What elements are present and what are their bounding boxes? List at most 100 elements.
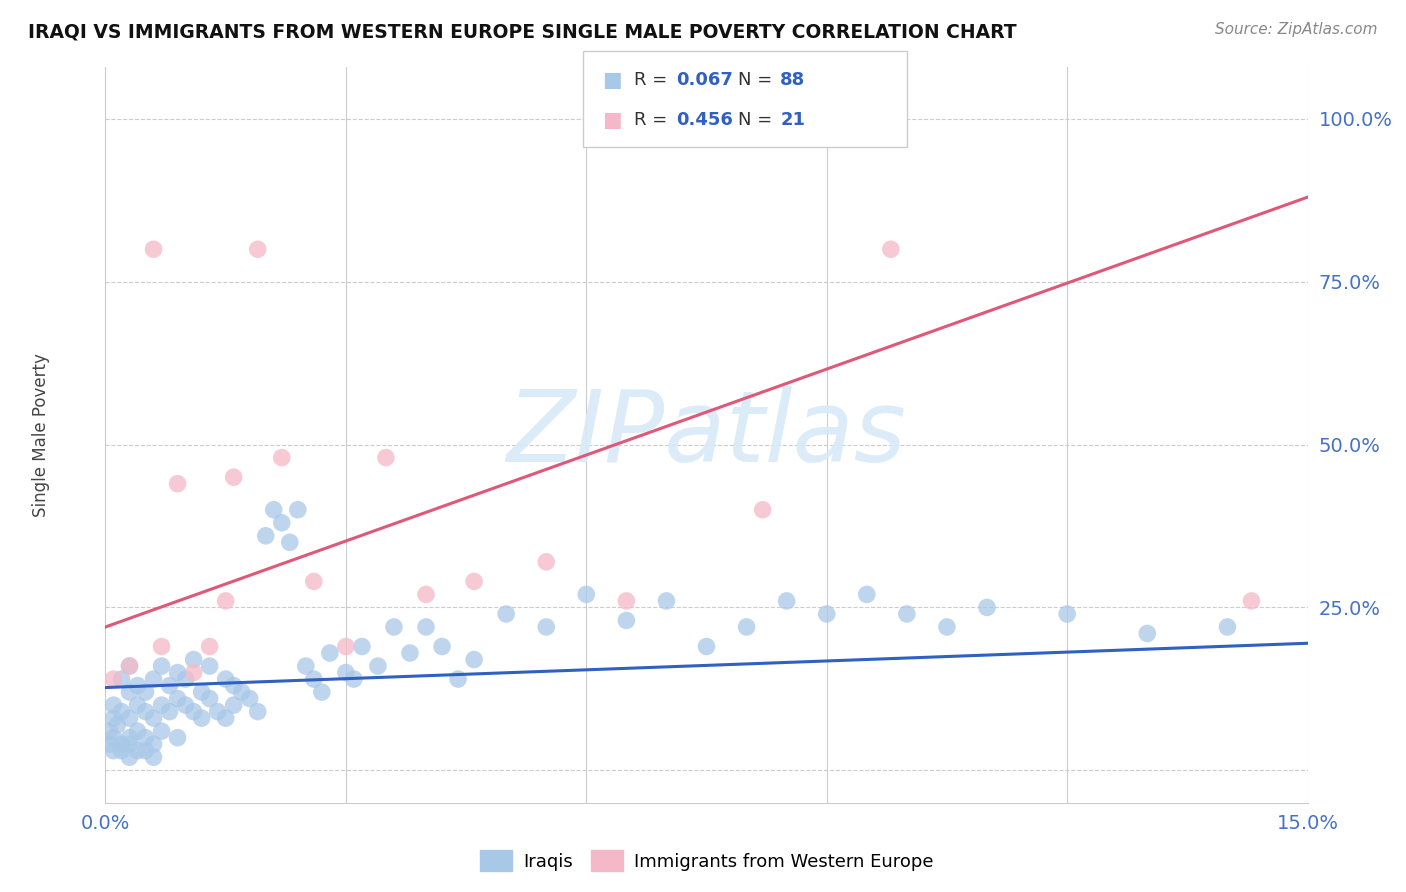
Point bbox=[1056, 607, 1078, 621]
Point bbox=[142, 242, 165, 256]
Point bbox=[118, 659, 141, 673]
Point bbox=[222, 679, 245, 693]
Point bbox=[142, 672, 165, 686]
Point bbox=[118, 659, 141, 673]
Point bbox=[103, 731, 125, 745]
Point bbox=[270, 450, 292, 465]
Point bbox=[311, 685, 333, 699]
Text: ■: ■ bbox=[602, 70, 621, 90]
Point bbox=[896, 607, 918, 621]
Point bbox=[534, 555, 557, 569]
Point bbox=[1240, 594, 1263, 608]
Point bbox=[270, 516, 292, 530]
Text: IRAQI VS IMMIGRANTS FROM WESTERN EUROPE SINGLE MALE POVERTY CORRELATION CHART: IRAQI VS IMMIGRANTS FROM WESTERN EUROPE … bbox=[28, 22, 1017, 41]
Point bbox=[616, 594, 638, 608]
Point bbox=[166, 691, 188, 706]
Point bbox=[415, 620, 437, 634]
Point bbox=[150, 640, 173, 654]
Legend: Iraqis, Immigrants from Western Europe: Iraqis, Immigrants from Western Europe bbox=[472, 843, 941, 879]
Point bbox=[135, 685, 157, 699]
Point bbox=[127, 724, 149, 739]
Point bbox=[142, 750, 165, 764]
Point bbox=[135, 744, 157, 758]
Point bbox=[815, 607, 838, 621]
Text: 88: 88 bbox=[780, 71, 806, 89]
Point bbox=[150, 698, 173, 712]
Point bbox=[287, 502, 309, 516]
Point bbox=[198, 691, 221, 706]
Text: 0.456: 0.456 bbox=[676, 112, 733, 129]
Point bbox=[335, 640, 357, 654]
Text: 0.067: 0.067 bbox=[676, 71, 733, 89]
Point bbox=[350, 640, 373, 654]
Point bbox=[295, 659, 318, 673]
Point bbox=[127, 698, 149, 712]
Point bbox=[118, 737, 141, 751]
Y-axis label: Single Male Poverty: Single Male Poverty bbox=[32, 353, 49, 516]
Point bbox=[855, 587, 877, 601]
Point bbox=[135, 705, 157, 719]
Point bbox=[118, 750, 141, 764]
Point bbox=[198, 640, 221, 654]
Point bbox=[463, 574, 485, 589]
Point bbox=[231, 685, 253, 699]
Point bbox=[107, 717, 129, 731]
Point bbox=[135, 731, 157, 745]
Point bbox=[110, 672, 132, 686]
Point bbox=[222, 470, 245, 484]
Text: N =: N = bbox=[738, 112, 778, 129]
Point bbox=[254, 529, 277, 543]
Point bbox=[302, 672, 325, 686]
Point bbox=[103, 672, 125, 686]
Point bbox=[263, 502, 285, 516]
Point bbox=[447, 672, 470, 686]
Point bbox=[118, 685, 141, 699]
Point bbox=[1136, 626, 1159, 640]
Point bbox=[495, 607, 517, 621]
Point bbox=[399, 646, 422, 660]
Point bbox=[463, 652, 485, 666]
Point bbox=[118, 731, 141, 745]
Point bbox=[335, 665, 357, 680]
Text: R =: R = bbox=[634, 112, 673, 129]
Point bbox=[183, 652, 205, 666]
Point bbox=[103, 744, 125, 758]
Point bbox=[246, 242, 269, 256]
Point bbox=[166, 731, 188, 745]
Text: 21: 21 bbox=[780, 112, 806, 129]
Point bbox=[166, 476, 188, 491]
Point bbox=[118, 711, 141, 725]
Point bbox=[110, 744, 132, 758]
Point bbox=[127, 679, 149, 693]
Point bbox=[534, 620, 557, 634]
Point bbox=[616, 614, 638, 628]
Point bbox=[367, 659, 389, 673]
Point bbox=[142, 711, 165, 725]
Point bbox=[198, 659, 221, 673]
Point bbox=[214, 672, 236, 686]
Point bbox=[214, 711, 236, 725]
Point bbox=[936, 620, 959, 634]
Point bbox=[776, 594, 799, 608]
Point bbox=[302, 574, 325, 589]
Point bbox=[696, 640, 718, 654]
Point bbox=[976, 600, 998, 615]
Point bbox=[239, 691, 262, 706]
Point bbox=[150, 724, 173, 739]
Point bbox=[880, 242, 903, 256]
Text: ZIPatlas: ZIPatlas bbox=[506, 386, 907, 483]
Point bbox=[142, 737, 165, 751]
Point bbox=[1216, 620, 1239, 634]
Point bbox=[103, 698, 125, 712]
Text: N =: N = bbox=[738, 71, 778, 89]
Point bbox=[98, 737, 121, 751]
Point bbox=[190, 685, 212, 699]
Point bbox=[278, 535, 301, 549]
Point bbox=[735, 620, 758, 634]
Point bbox=[374, 450, 398, 465]
Point bbox=[343, 672, 366, 686]
Point bbox=[110, 737, 132, 751]
Point bbox=[98, 724, 121, 739]
Point bbox=[174, 698, 197, 712]
Point bbox=[159, 705, 181, 719]
